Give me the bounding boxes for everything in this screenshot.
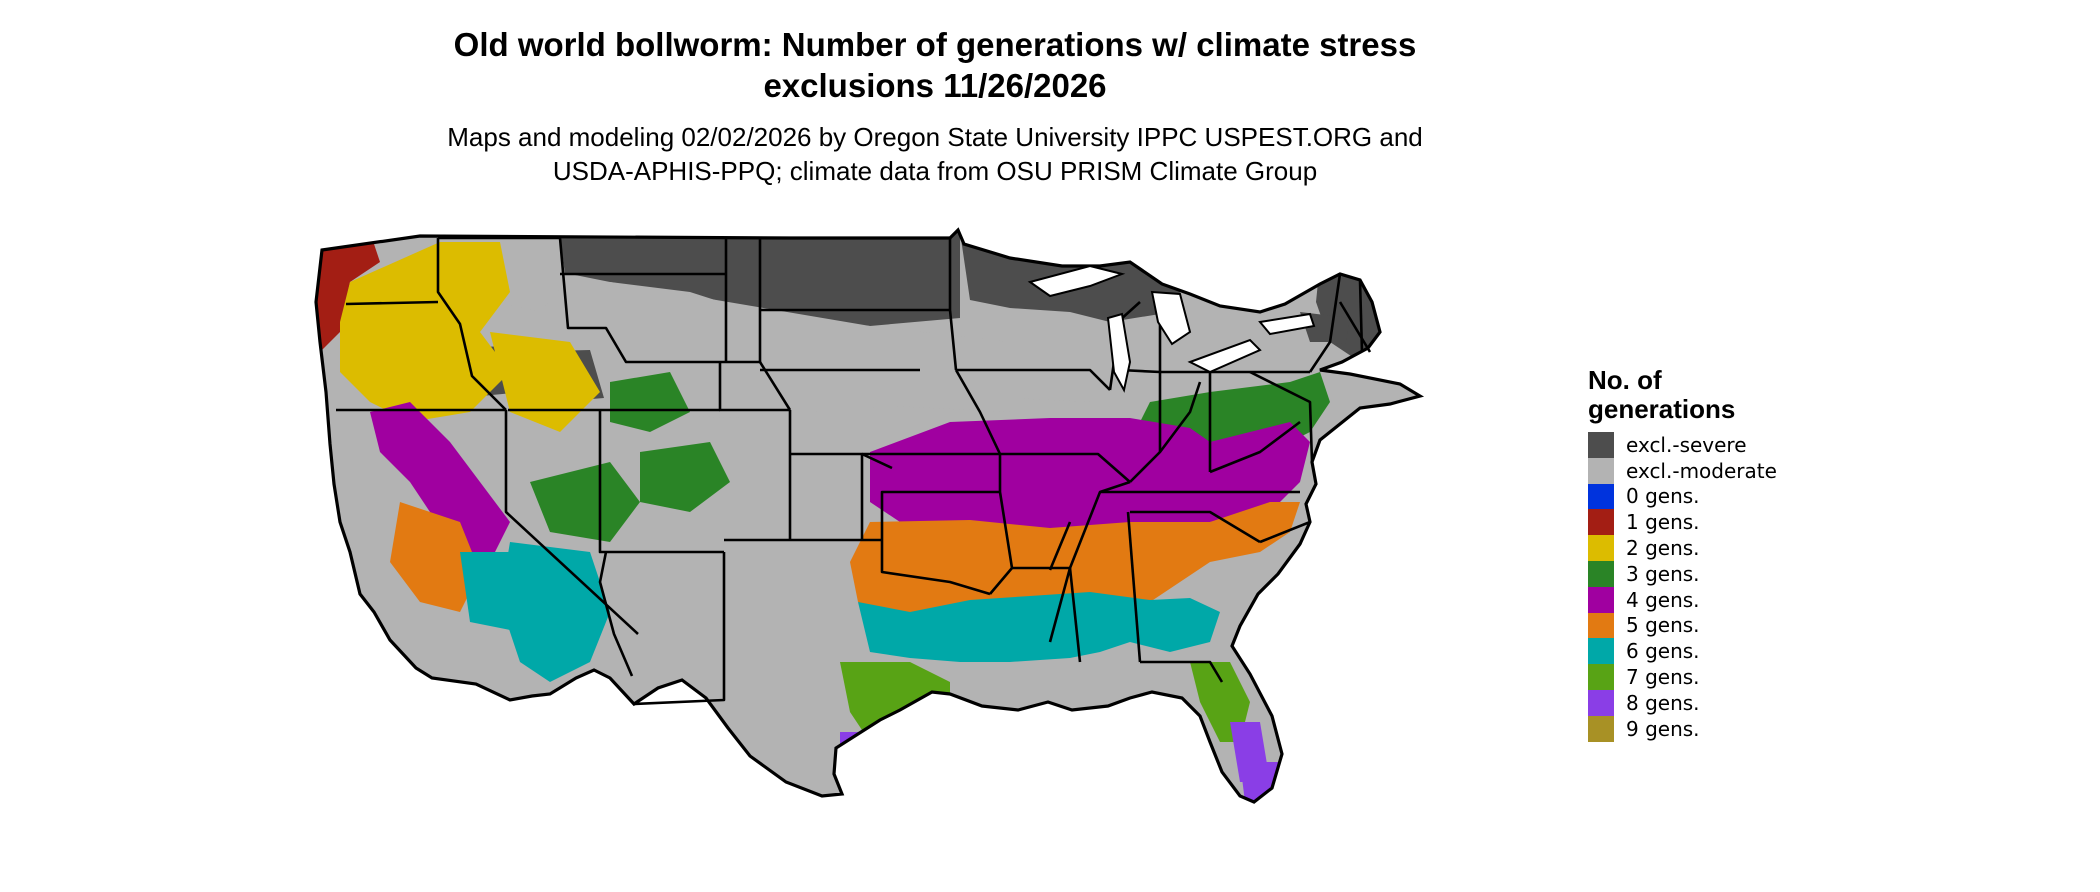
state-line-vt-nh [1338,301,1372,353]
state-line-fl-north [1140,660,1224,683]
legend-swatch [1588,638,1614,665]
legend-item: 7 gens. [1588,664,1888,690]
legend-item: 2 gens. [1588,535,1888,561]
us-generations-map [314,228,1422,822]
legend-label: 0 gens. [1626,484,1700,509]
legend-item: 4 gens. [1588,586,1888,613]
state-line-mt-id [558,237,726,364]
legend-item: excl.-moderate [1588,457,1888,484]
map-zone-florida-keys [1208,802,1250,822]
state-line-wy-ut [718,362,790,412]
legend: No. of generations excl.-severe excl.-mod… [1588,366,1888,742]
state-line-id [436,238,507,411]
state-line-wa-or [345,300,439,306]
state-line-ny-vt [1308,273,1342,373]
legend-label: 9 gens. [1626,716,1700,741]
legend-label: 6 gens. [1626,639,1700,664]
legend-label: 2 gens. [1626,536,1700,561]
legend-label: 4 gens. [1626,587,1700,612]
legend-swatch [1588,560,1614,587]
legend-label: excl.-moderate [1626,458,1777,483]
state-line-ia-mn [956,368,1111,391]
legend-swatch [1588,664,1614,690]
state-line-ga-sc [1130,510,1261,544]
lake-huron [1150,290,1192,346]
legend-swatch [1588,509,1614,536]
state-line-ok-ar [989,454,1014,595]
state-line-ca-nv [504,410,639,635]
state-line-nc-va [1259,520,1311,544]
legend-title: No. of generations [1588,366,1888,424]
legend-label: excl.-severe [1626,432,1747,457]
legend-item: 1 gens. [1588,509,1888,536]
legend-label: 5 gens. [1626,613,1700,638]
legend-swatch [1588,586,1614,613]
legend-label: 1 gens. [1626,510,1700,535]
legend-swatch [1588,457,1614,484]
legend-title-line2: generations [1588,394,1736,424]
legend-item: 9 gens. [1588,715,1888,742]
lake-erie [1187,338,1262,374]
state-line-ms-al [1068,567,1082,663]
state-line-ky-il [1129,381,1202,483]
legend-label: 7 gens. [1626,665,1700,690]
state-line-az-nm [633,552,726,706]
state-line-wv-va [1209,420,1301,474]
legend-items: excl.-severe excl.-moderate 0 gens. 1 gens.… [1588,432,1888,742]
legend-item: 5 gens. [1588,612,1888,639]
state-line-nh-me [1358,279,1364,353]
legend-swatch [1588,612,1614,639]
lake-superior [1027,264,1126,298]
legend-label: 3 gens. [1626,561,1700,586]
legend-label: 8 gens. [1626,690,1700,715]
map-subtitle: Maps and modeling 02/02/2026 by Oregon S… [340,120,1530,188]
map-subtitle-line2: USDA-APHIS-PPQ; climate data from OSU PR… [552,156,1318,186]
legend-item: 0 gens. [1588,483,1888,510]
map-title: Old world bollworm: Number of generation… [340,24,1530,106]
state-line-nd-mn [948,238,958,371]
map-title-line2: exclusions 11/26/2026 [763,67,1107,104]
great-lakes [1027,264,1316,393]
legend-swatch [1588,483,1614,510]
map-zone-gulf-coast [460,552,1220,662]
map-zone-great-basin-highlands [530,442,730,542]
map-title-line1: Old world bollworm: Number of generation… [453,26,1417,63]
legend-item: 3 gens. [1588,560,1888,587]
map-zone-upper-south [370,402,1310,562]
state-line-nj [1249,370,1314,463]
map-zone-desert-southwest [500,542,610,682]
map-zone-oregon-idaho-nevada [340,242,600,432]
state-line-az-west [598,551,634,677]
legend-item: excl.-severe [1588,432,1888,458]
legend-swatch [1588,535,1614,561]
state-line-ok-north [880,490,1000,540]
legend-title-line1: No. of [1588,365,1662,395]
legend-item: 6 gens. [1588,638,1888,665]
legend-swatch [1588,715,1614,742]
state-line-ms-la [1048,521,1072,571]
legend-swatch [1588,689,1614,716]
legend-swatch [1588,432,1614,458]
map-zones [316,230,1420,822]
state-boundaries [336,236,1372,706]
state-line-ne-ia [954,369,1002,455]
map-subtitle-line1: Maps and modeling 02/02/2026 by Oregon S… [447,122,1423,152]
lake-michigan [1106,312,1132,393]
legend-item: 8 gens. [1588,689,1888,716]
state-line-ut-az [598,410,724,554]
state-line-mo-ar [1010,452,1131,483]
state-line-al-ga [1126,511,1142,663]
state-line-tx-ok [880,540,991,596]
lake-ontario [1258,312,1316,336]
